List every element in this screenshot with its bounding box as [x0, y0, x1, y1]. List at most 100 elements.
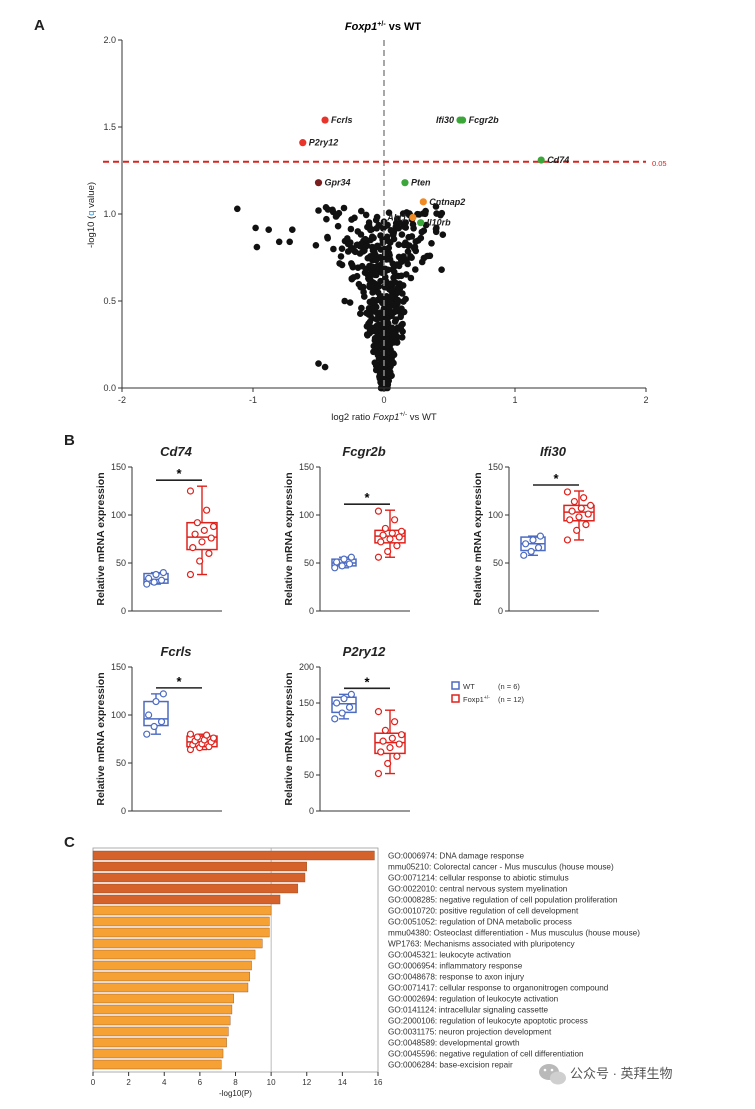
highlight-gene-label: Fcgr2b: [469, 115, 500, 125]
boxplot-ifi30: Ifi30 0 50 100 150 Relative mRNA expression *: [472, 444, 599, 616]
gene-point: [363, 309, 370, 317]
gene-point: [252, 224, 259, 232]
gene-point: [375, 355, 383, 362]
enrichment-term-label: GO:0022010: central nervous system myeli…: [388, 885, 568, 894]
gene-point: [422, 221, 430, 229]
enrichment-xlabel: -log10(P): [219, 1089, 252, 1098]
gene-point: [361, 247, 368, 254]
gene-point: [332, 213, 340, 220]
gene-point: [344, 235, 351, 242]
data-point: [374, 553, 383, 561]
volcano-x-tick-label: 1: [512, 395, 517, 405]
data-point: [338, 709, 346, 717]
enrichment-bar: [92, 905, 272, 916]
gene-point: [362, 211, 370, 219]
volcano-x-tick-label: 2: [643, 395, 648, 405]
volcano-title: Foxp1+/- vs WT: [345, 21, 422, 33]
boxplot-y-tick-label: 150: [299, 462, 314, 472]
data-point: [563, 536, 572, 544]
gene-point: [347, 225, 355, 233]
gene-point: [373, 315, 380, 323]
gene-point: [366, 318, 374, 326]
gene-point: [330, 245, 337, 253]
highlight-gene-label: Cntnap2: [429, 197, 465, 207]
gene-point: [412, 238, 420, 245]
enrichment-x-tick-label: 0: [91, 1078, 96, 1087]
boxplot-y-tick-label: 100: [488, 510, 503, 520]
significance-star: *: [364, 490, 370, 505]
data-point: [331, 564, 339, 572]
boxplot-y-tick-label: 50: [493, 558, 503, 568]
gene-point: [433, 210, 440, 217]
enrichment-term-label: GO:0045596: negative regulation of cell …: [388, 1050, 584, 1059]
data-point: [577, 504, 585, 512]
gene-point: [386, 297, 393, 305]
enrichment-bar: [92, 916, 270, 927]
highlight-gene-point: [299, 139, 307, 147]
data-point: [333, 558, 341, 566]
gene-point: [393, 261, 401, 268]
enrichment-bar: [92, 1015, 231, 1026]
enrichment-x-tick-label: 8: [233, 1078, 238, 1087]
gene-point: [400, 308, 408, 316]
panel-label-b: B: [64, 432, 75, 449]
gene-point: [394, 297, 401, 305]
gene-point: [374, 342, 381, 349]
gene-point: [336, 260, 343, 267]
data-point: [563, 488, 572, 496]
legend-wt-n: (n = 6): [498, 682, 520, 691]
gene-point: [439, 231, 447, 238]
boxplot-title: Ifi30: [540, 444, 567, 459]
volcano-title-sup: +/-: [377, 21, 386, 28]
gene-point: [371, 334, 379, 342]
gene-point: [344, 240, 352, 248]
boxplot-ylabel: Relative mRNA expression: [95, 672, 107, 805]
gene-point: [275, 238, 283, 246]
gene-point: [438, 209, 446, 217]
enrichment-bar: [92, 960, 252, 971]
enrichment-bar: [92, 993, 234, 1004]
gene-point: [370, 327, 378, 335]
enrichment-term-label: GO:0010720: positive regulation of cell …: [388, 907, 579, 916]
enrichment-bar: [92, 861, 307, 872]
gene-point: [410, 225, 417, 232]
data-point: [186, 487, 195, 495]
data-point: [388, 734, 396, 742]
data-point: [575, 513, 583, 521]
data-point: [157, 576, 166, 584]
gene-point: [397, 324, 404, 331]
volcano-xlabel-pre: log2 ratio: [331, 412, 373, 423]
enrichment-term-label: GO:0008285: negative regulation of cell …: [388, 896, 618, 905]
gene-point: [391, 279, 399, 286]
data-point: [143, 730, 151, 738]
data-point: [386, 535, 394, 543]
data-point: [203, 731, 211, 739]
gene-point: [253, 243, 261, 251]
data-point: [520, 551, 528, 559]
gene-point: [358, 207, 365, 215]
enrichment-bar: [92, 850, 375, 861]
data-point: [333, 699, 341, 707]
gene-point: [383, 256, 390, 263]
gene-point: [372, 251, 379, 259]
data-point: [340, 695, 348, 703]
legend-wt-label: WT: [463, 682, 475, 691]
boxplot-y-tick-label: 0: [498, 606, 503, 616]
significance-star: *: [176, 466, 182, 481]
watermark: 公众号 · 英拜生物: [539, 1064, 673, 1085]
boxplot-y-tick-label: 100: [111, 710, 126, 720]
enrichment-term-label: GO:0006974: DNA damage response: [388, 852, 525, 861]
data-point: [205, 549, 213, 558]
gene-point: [389, 287, 396, 295]
gene-point: [408, 233, 416, 240]
gene-point: [395, 253, 403, 261]
gene-point: [390, 351, 398, 359]
data-point: [196, 557, 204, 565]
gene-point: [340, 204, 348, 212]
data-point: [345, 560, 354, 568]
gene-point: [369, 233, 376, 240]
data-point: [152, 570, 160, 579]
volcano-x-tick-label: -1: [249, 395, 257, 405]
